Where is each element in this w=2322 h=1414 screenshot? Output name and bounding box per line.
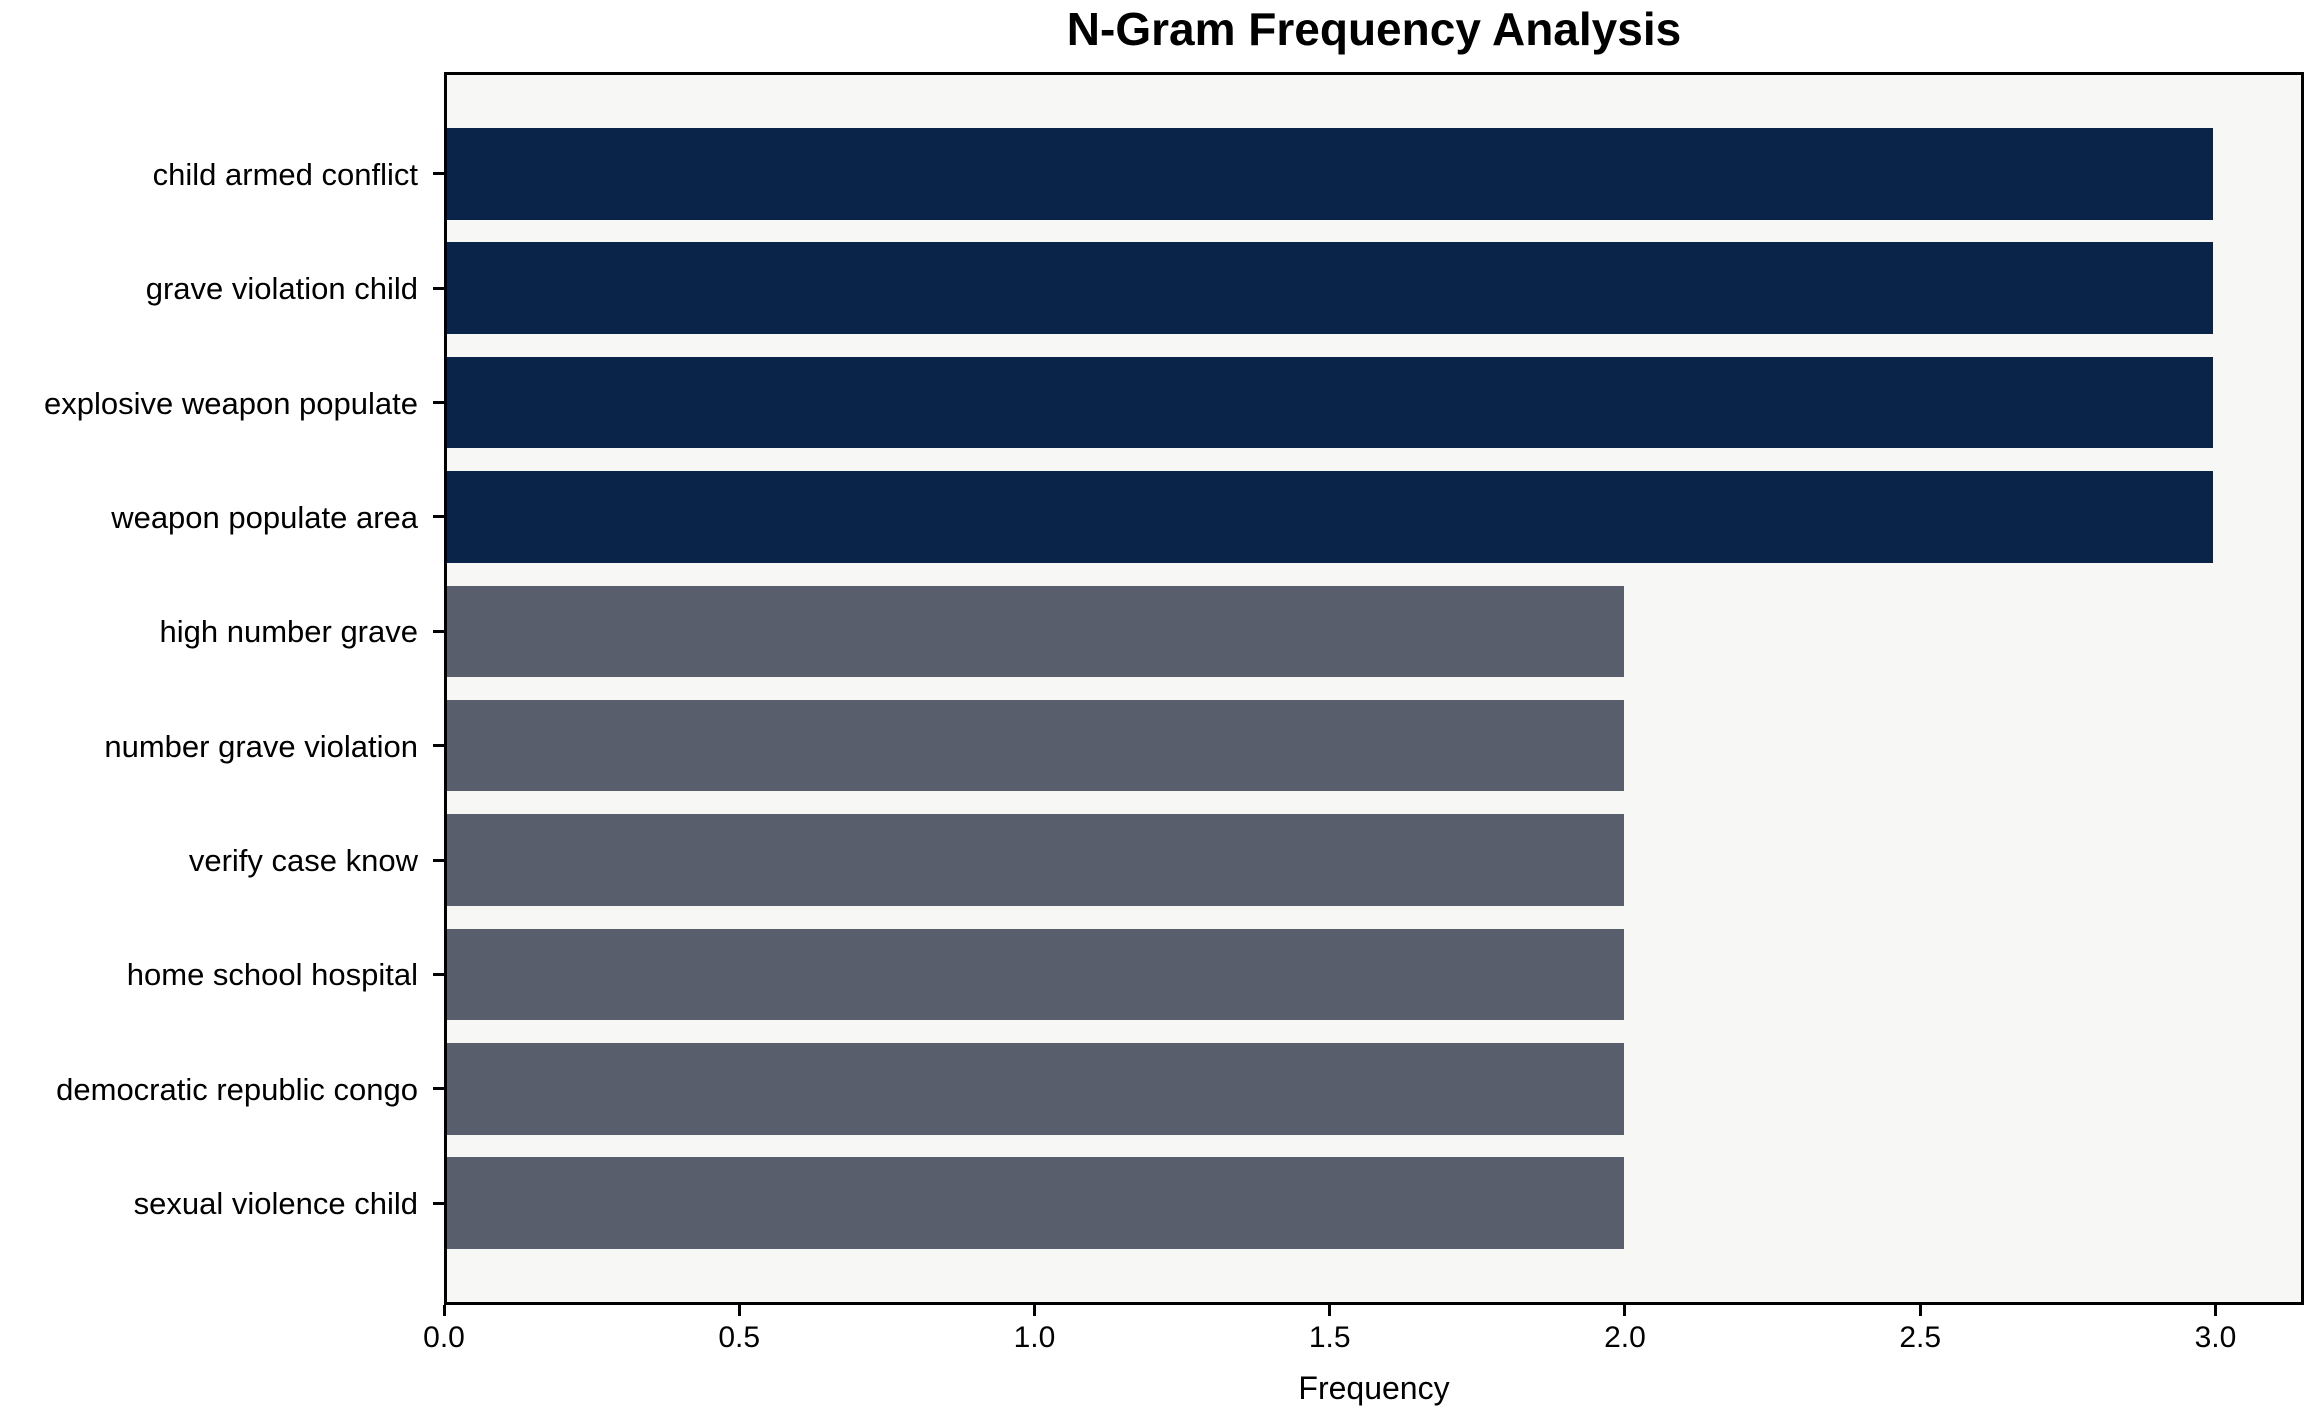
x-tick-mark [1623,1305,1627,1316]
x-tick-mark [1918,1305,1922,1316]
bar [447,471,2213,563]
x-tick-mark [737,1305,741,1316]
y-tick-mark [433,858,444,862]
x-tick-mark [1032,1305,1036,1316]
bar [447,699,1625,792]
bar [447,585,1625,678]
x-tick-label: 1.0 [1013,1321,1056,1354]
y-tick-label: child armed conflict [152,156,418,192]
chart-title: N-Gram Frequency Analysis [1066,3,1682,55]
bar [447,928,1625,1021]
y-tick-label: explosive weapon populate [44,385,418,421]
y-tick-label: weapon populate area [111,499,418,535]
y-tick-label: democratic republic congo [56,1071,418,1107]
y-tick-mark [433,972,444,976]
x-tick-label: 2.5 [1899,1321,1942,1354]
y-tick-label: high number grave [159,614,419,650]
y-tick-mark [433,744,444,748]
x-tick-label: 0.0 [423,1321,465,1354]
y-tick-mark [433,515,444,519]
bar [447,242,2213,334]
plot-area [444,72,2304,1305]
y-tick-label: verify case know [188,843,418,879]
bar [447,356,2213,449]
x-tick-mark [442,1305,446,1316]
y-tick-label: grave violation child [145,271,418,307]
y-tick-label: sexual violence child [133,1186,418,1222]
x-axis-title: Frequency [1298,1370,1450,1406]
bar [447,814,1625,906]
x-tick-mark [1328,1305,1332,1316]
x-tick-label: 0.5 [718,1321,761,1354]
y-tick-mark [433,286,444,290]
x-axis: 0.0 0.5 1.0 1.5 2.0 2.5 3.0 [423,1305,2304,1375]
y-tick-mark [433,1201,444,1205]
y-tick-label: home school hospital [126,957,418,993]
x-tick-label: 3.0 [2194,1321,2237,1354]
y-tick-mark [433,629,444,633]
y-tick-mark [433,172,444,176]
y-tick-label: number grave violation [104,728,418,764]
bar [447,1043,1625,1135]
x-tick-label: 1.5 [1308,1321,1351,1354]
y-tick-mark [433,401,444,405]
x-tick-label: 2.0 [1604,1321,1646,1354]
bar [447,128,2213,220]
y-axis-ticks [433,72,444,1305]
bar [447,1157,1625,1249]
y-tick-mark [433,1087,444,1091]
x-tick-mark [2213,1305,2217,1316]
y-axis-labels: child armed conflict grave violation chil… [0,72,430,1305]
